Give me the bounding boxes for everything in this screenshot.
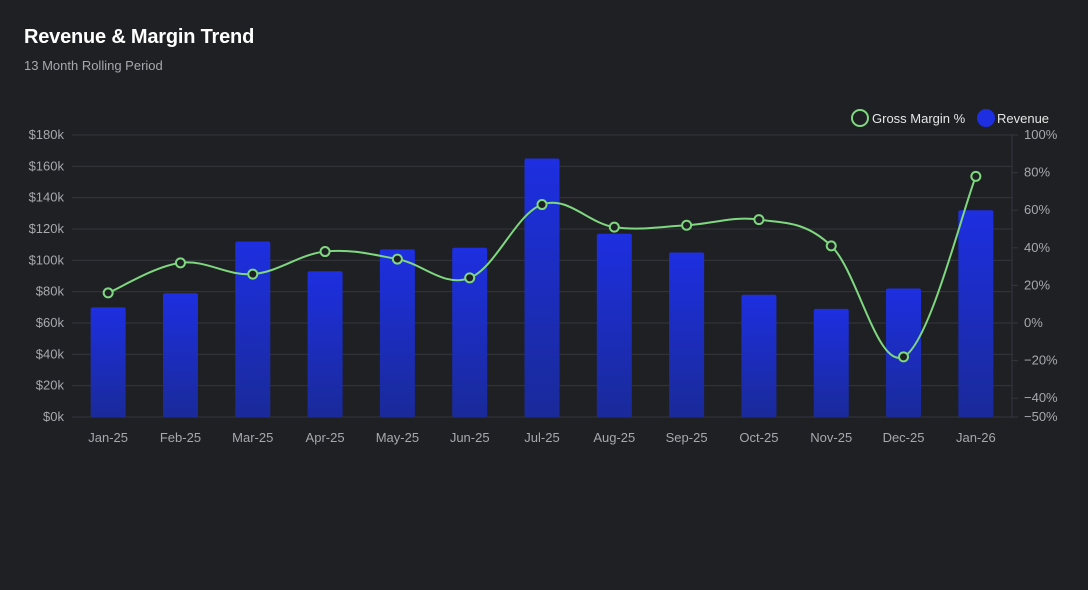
x-axis: Jan-25 Feb-25 Mar-25 Apr-25 May-25 Jun-25 Jul-… [88, 430, 995, 445]
gross-margin-point[interactable] [464, 272, 476, 284]
revenue-bar[interactable] [958, 210, 994, 417]
x-tick-label: Oct-25 [739, 430, 778, 445]
chart-subtitle: 13 Month Rolling Period [24, 58, 163, 73]
y-right-tick-label: −50% [1024, 409, 1058, 424]
y-axis-right: −50% −40% −20% 0% 20% 40% 60% 80% 100% [1024, 127, 1058, 424]
x-tick-label: Sep-25 [666, 430, 708, 445]
revenue-bar[interactable] [596, 233, 632, 417]
x-tick-label: Mar-25 [232, 430, 273, 445]
legend-swatch-gross-margin [851, 109, 869, 127]
x-tick-label: Jun-25 [450, 430, 490, 445]
revenue-bar[interactable] [813, 308, 849, 417]
revenue-bar[interactable] [669, 252, 705, 418]
y-right-tick-label: 20% [1024, 277, 1050, 292]
x-tick-label: Jan-26 [956, 430, 996, 445]
legend-label-revenue: Revenue [997, 111, 1049, 126]
y-right-tick-label: −40% [1024, 390, 1058, 405]
revenue-bar[interactable] [452, 247, 488, 417]
x-tick-label: Nov-25 [810, 430, 852, 445]
y-left-tick-label: $140k [29, 190, 65, 205]
chart-title: Revenue & Margin Trend [24, 26, 255, 48]
legend-item-gross-margin[interactable]: Gross Margin % [851, 109, 966, 127]
y-left-tick-label: $80k [36, 284, 65, 299]
gross-margin-point[interactable] [970, 170, 982, 182]
gross-margin-point[interactable] [753, 214, 765, 226]
y-left-tick-label: $100k [29, 252, 65, 267]
gross-margin-point[interactable] [536, 199, 548, 211]
x-tick-label: Dec-25 [883, 430, 925, 445]
gross-margin-point[interactable] [247, 268, 259, 280]
x-tick-label: Apr-25 [306, 430, 345, 445]
x-tick-label: Jul-25 [524, 430, 559, 445]
legend-swatch-revenue [977, 109, 995, 127]
y-left-tick-label: $20k [36, 378, 65, 393]
y-left-tick-label: $180k [29, 127, 65, 142]
gross-margin-point[interactable] [681, 219, 693, 231]
y-right-tick-label: 100% [1024, 127, 1058, 142]
gross-margin-point[interactable] [608, 221, 620, 233]
x-tick-label: Aug-25 [593, 430, 635, 445]
y-left-tick-label: $60k [36, 315, 65, 330]
revenue-bar[interactable] [307, 271, 343, 417]
revenue-bar[interactable] [90, 307, 126, 417]
y-right-tick-label: 40% [1024, 240, 1050, 255]
x-tick-label: Jan-25 [88, 430, 128, 445]
y-left-tick-label: $0k [43, 409, 64, 424]
gross-margin-line [107, 175, 977, 359]
legend-label-gross-margin: Gross Margin % [872, 111, 966, 126]
y-left-tick-label: $120k [29, 221, 65, 236]
x-tick-label: May-25 [376, 430, 419, 445]
revenue-bar[interactable] [379, 249, 415, 417]
gross-margin-points [102, 170, 982, 363]
y-axis-left: $0k $20k $40k $60k $80k $100k $120k $140k $160k $… [29, 127, 65, 424]
gross-margin-point[interactable] [898, 351, 910, 363]
y-right-tick-label: 60% [1024, 202, 1050, 217]
gross-margin-point[interactable] [319, 246, 331, 258]
y-right-tick-label: 0% [1024, 315, 1043, 330]
revenue-bar[interactable] [235, 241, 271, 417]
y-left-tick-label: $40k [36, 346, 65, 361]
revenue-bar[interactable] [741, 294, 777, 417]
y-right-tick-label: 80% [1024, 165, 1050, 180]
gross-margin-point[interactable] [825, 240, 837, 252]
y-left-tick-label: $160k [29, 158, 65, 173]
revenue-bars [90, 158, 994, 418]
gross-margin-point[interactable] [391, 253, 403, 265]
revenue-bar[interactable] [162, 293, 198, 417]
legend-item-revenue[interactable]: Revenue [977, 109, 1049, 127]
legend: Gross Margin % Revenue [851, 109, 1049, 127]
x-tick-label: Feb-25 [160, 430, 201, 445]
y-right-tick-label: −20% [1024, 353, 1058, 368]
revenue-bar[interactable] [524, 158, 560, 418]
gross-margin-point[interactable] [174, 257, 186, 269]
gross-margin-point[interactable] [102, 287, 114, 299]
